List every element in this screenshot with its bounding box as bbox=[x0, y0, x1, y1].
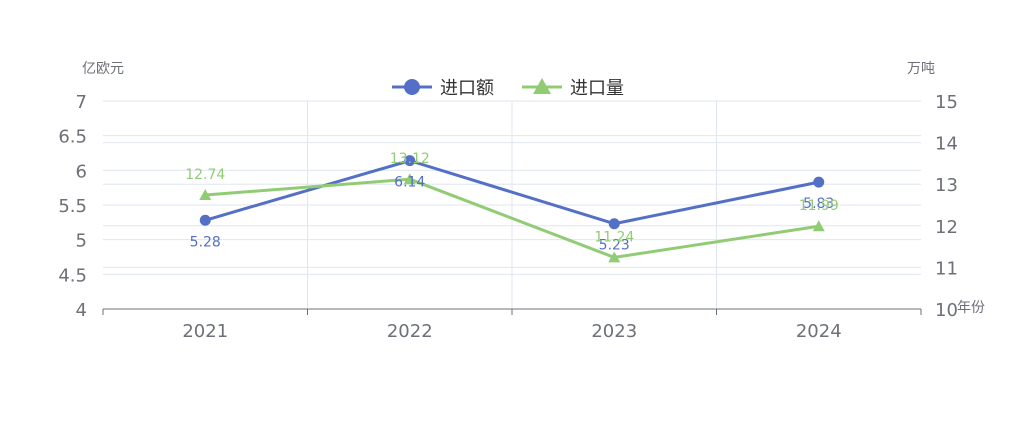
x-tick-label: 2021 bbox=[182, 321, 228, 342]
x-axis-name: 年份 bbox=[957, 300, 985, 316]
data-point-1 bbox=[199, 214, 211, 226]
data-label-2: 11.24 bbox=[594, 229, 634, 245]
y-left-tick-label: 5.5 bbox=[58, 196, 87, 217]
data-point-2 bbox=[812, 220, 825, 232]
data-label-1: 5.23 bbox=[599, 238, 630, 254]
data-point-2 bbox=[199, 189, 212, 201]
data-labels: 5.28 6.14 5.23 5.83 12.74 13.12 11.24 11.99 bbox=[185, 151, 839, 254]
y-right-tick-label: 12 bbox=[935, 217, 958, 238]
y-right-tick-label: 10 bbox=[935, 300, 958, 321]
data-point-2 bbox=[403, 173, 416, 185]
data-point-2 bbox=[608, 251, 621, 263]
grid-lines bbox=[103, 100, 921, 309]
y-right-tick-label: 13 bbox=[935, 175, 958, 196]
y-left-tick-label: 4 bbox=[76, 300, 87, 321]
x-tick-label: 2022 bbox=[387, 321, 433, 342]
data-point-1 bbox=[608, 218, 620, 230]
y-right-tick-label: 15 bbox=[935, 92, 958, 113]
y-right-tick-label: 11 bbox=[935, 258, 958, 279]
data-label-2: 13.12 bbox=[390, 151, 430, 167]
legend-marker-2 bbox=[533, 78, 551, 94]
data-label-1: 5.28 bbox=[190, 234, 221, 250]
y-left-axis-name: 亿欧元 bbox=[82, 61, 124, 77]
axes: 4 4.5 5 5.5 6 6.5 7 10 11 12 13 14 15 2021 2022 2023 202… bbox=[58, 61, 985, 342]
legend-label-2: 进口量 bbox=[570, 78, 624, 99]
y-left-tick-label: 4.5 bbox=[58, 265, 87, 286]
legend-marker-1 bbox=[404, 79, 420, 95]
series-line-1 bbox=[204, 159, 820, 226]
data-label-2: 12.74 bbox=[185, 167, 225, 183]
legend-label-1: 进口额 bbox=[440, 78, 494, 99]
data-point-1 bbox=[404, 155, 416, 167]
series-layer bbox=[199, 155, 825, 263]
series-line-2 bbox=[205, 177, 819, 259]
y-left-tick-label: 7 bbox=[76, 92, 87, 113]
y-right-axis-name: 万吨 bbox=[907, 61, 935, 77]
x-tick-label: 2023 bbox=[591, 321, 637, 342]
y-left-tick-label: 5 bbox=[76, 231, 87, 252]
y-left-tick-label: 6.5 bbox=[58, 127, 87, 148]
data-label-2: 11.99 bbox=[799, 198, 839, 214]
data-label-1: 5.83 bbox=[803, 196, 834, 212]
y-left-tick-label: 6 bbox=[76, 161, 87, 182]
x-tick-label: 2024 bbox=[796, 321, 842, 342]
y-right-tick-label: 14 bbox=[935, 134, 958, 155]
legend[interactable]: 进口额 进口量 bbox=[392, 78, 624, 99]
data-point-1 bbox=[813, 176, 825, 188]
data-label-1: 6.14 bbox=[394, 175, 425, 191]
